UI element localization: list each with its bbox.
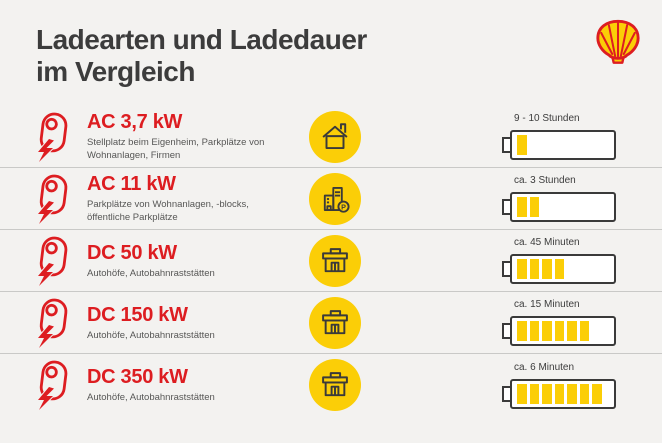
charging-type-row: DC 350 kW Autohöfe, Autobahnraststätten: [0, 354, 662, 416]
battery-gauge: [502, 254, 637, 284]
row-text: DC 50 kW Autohöfe, Autobahnraststätten: [87, 242, 309, 280]
battery-gauge: [502, 130, 637, 160]
charging-type-description: Stellplatz beim Eigenheim, Parkplätze vo…: [87, 137, 265, 161]
battery-segment: [579, 383, 589, 404]
battery-body: [510, 192, 616, 222]
charging-type-row: DC 150 kW Autohöfe, Autobahnraststätten: [0, 292, 662, 354]
battery-terminal: [502, 385, 510, 402]
battery-gauge: [502, 378, 637, 409]
duration-label: ca. 15 Minuten: [514, 299, 580, 310]
battery-body: [510, 378, 616, 409]
ev-charger-plug-icon: [31, 173, 77, 225]
shell-pecten-logo-icon: [594, 18, 642, 66]
ev-charger-plug-icon: [31, 359, 77, 411]
house-icon: [318, 120, 352, 154]
duration-label: 9 - 10 Stunden: [514, 113, 580, 124]
battery-gauge: [502, 316, 637, 346]
rest-stop-icon: [318, 306, 352, 340]
charging-type-title: DC 50 kW: [87, 241, 177, 264]
ev-charger-plug-icon: [31, 111, 77, 163]
charging-type-title: AC 11 kW: [87, 173, 176, 195]
battery-segment: [517, 259, 527, 279]
page-title-line2: im Vergleich: [36, 56, 195, 87]
charging-type-row: AC 3,7 kW Stellplatz beim Eigenheim, Par…: [0, 106, 662, 168]
charging-type-row: AC 11 kW Parkplätze von Wohnanlagen, -bl…: [0, 168, 662, 230]
charging-duration: ca. 45 Minuten: [502, 237, 637, 284]
charging-type-title: DC 150 kW: [87, 303, 188, 326]
duration-label: ca. 3 Stunden: [514, 175, 576, 186]
battery-segment: [517, 321, 527, 341]
battery-segment: [517, 197, 527, 217]
battery-segment: [529, 259, 539, 279]
battery-segment: [529, 383, 539, 404]
charging-type-row: DC 50 kW Autohöfe, Autobahnraststätten: [0, 230, 662, 292]
duration-label: ca. 45 Minuten: [514, 237, 580, 248]
charging-duration: ca. 3 Stunden: [502, 175, 637, 222]
battery-segment: [517, 135, 527, 155]
page-title: Ladearten und Ladedauer im Vergleich: [36, 24, 367, 88]
charging-type-description: Autohöfe, Autobahnraststätten: [87, 392, 215, 403]
battery-segment: [567, 321, 577, 341]
battery-terminal: [502, 137, 510, 153]
battery-gauge: [502, 192, 637, 222]
row-text: DC 350 kW Autohöfe, Autobahnraststätten: [87, 366, 309, 404]
location-badge: P: [309, 359, 361, 411]
battery-terminal: [502, 323, 510, 339]
charging-type-description: Parkplätze von Wohnanlagen, -blocks, öff…: [87, 199, 249, 223]
svg-text:P: P: [341, 202, 346, 211]
charging-type-description: Autohöfe, Autobahnraststätten: [87, 267, 215, 279]
battery-terminal: [502, 261, 510, 277]
charging-duration: ca. 6 Minuten: [502, 362, 637, 409]
charging-duration: ca. 15 Minuten: [502, 299, 637, 346]
comparison-rows: AC 3,7 kW Stellplatz beim Eigenheim, Par…: [0, 106, 662, 416]
location-badge: P: [309, 296, 361, 349]
row-text: AC 3,7 kW Stellplatz beim Eigenheim, Par…: [87, 111, 309, 162]
battery-segment: [542, 259, 552, 279]
duration-label: ca. 6 Minuten: [514, 361, 575, 373]
battery-segment: [554, 383, 564, 404]
battery-body: [510, 130, 616, 160]
battery-segment: [554, 259, 564, 279]
charging-type-description: Autohöfe, Autobahnraststätten: [87, 329, 215, 341]
battery-segment: [529, 197, 539, 217]
charging-type-title: DC 350 kW: [87, 366, 188, 388]
page-title-line1: Ladearten und Ladedauer: [36, 24, 367, 55]
battery-segment: [542, 383, 552, 404]
battery-segment: [554, 321, 564, 341]
battery-terminal: [502, 199, 510, 215]
battery-segment: [517, 383, 527, 404]
battery-body: [510, 316, 616, 346]
row-text: AC 11 kW Parkplätze von Wohnanlagen, -bl…: [87, 173, 309, 224]
ev-charger-plug-icon: [31, 235, 77, 287]
ev-charger-plug-icon: [31, 297, 77, 349]
battery-segment: [579, 321, 589, 341]
rest-stop-icon: [318, 368, 352, 402]
parking-buildings-icon: P: [318, 182, 352, 216]
row-text: DC 150 kW Autohöfe, Autobahnraststätten: [87, 304, 309, 342]
charging-type-title: AC 3,7 kW: [87, 111, 183, 133]
location-badge: P: [309, 172, 361, 225]
location-badge: P: [309, 234, 361, 287]
charging-duration: 9 - 10 Stunden: [502, 113, 637, 160]
battery-segment: [542, 321, 552, 341]
rest-stop-icon: [318, 244, 352, 278]
battery-segment: [592, 383, 602, 404]
location-badge: P: [309, 110, 361, 163]
header: Ladearten und Ladedauer im Vergleich: [36, 19, 642, 88]
battery-segment: [529, 321, 539, 341]
battery-segment: [567, 383, 577, 404]
battery-body: [510, 254, 616, 284]
